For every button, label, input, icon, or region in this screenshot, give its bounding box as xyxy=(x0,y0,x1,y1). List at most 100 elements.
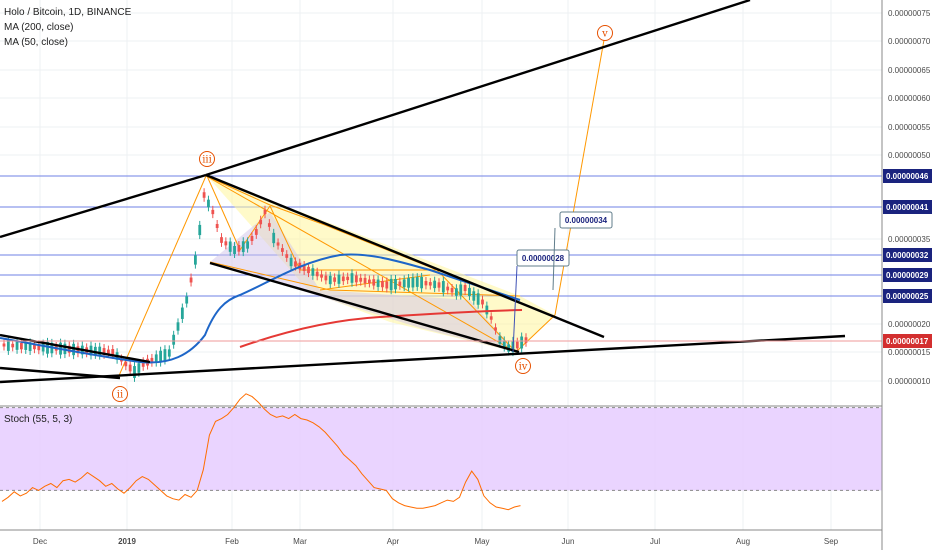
callout-leader-0 xyxy=(552,227,556,291)
candle-body xyxy=(198,224,202,236)
candle-body xyxy=(263,209,267,215)
price-tick-label: 0.00000070 xyxy=(888,37,931,46)
candle-body xyxy=(67,345,71,353)
candle-body xyxy=(359,277,363,282)
wave-marker-ii xyxy=(112,386,128,402)
candle-body xyxy=(472,291,476,301)
candle-body xyxy=(167,349,171,357)
trend-lines xyxy=(0,0,882,384)
price-tag-bg-0 xyxy=(883,169,932,183)
price-axis: 0.00000075 0.00000070 0.00000065 0.00000060… xyxy=(881,0,932,550)
candle-body xyxy=(459,284,463,296)
price-tag-label-2: 0.00000032 xyxy=(886,251,929,260)
price-tag-bg-1 xyxy=(883,200,932,214)
price-tag-label-1: 0.00000041 xyxy=(886,203,929,212)
time-tick-label: Jul xyxy=(650,537,660,546)
candle-body xyxy=(498,336,502,344)
candle-body xyxy=(463,284,467,292)
candle-body xyxy=(320,274,323,278)
candles xyxy=(2,188,528,382)
candle-body xyxy=(476,293,480,305)
ma50-line xyxy=(0,253,521,364)
candle-body xyxy=(202,192,206,198)
candle-body xyxy=(20,342,23,350)
candle-body xyxy=(368,279,371,284)
candle-body xyxy=(289,257,293,267)
wave-marker-v xyxy=(597,25,613,41)
candle-body xyxy=(485,305,489,315)
fib-line-0 xyxy=(117,175,207,379)
candle-body xyxy=(215,223,219,229)
trend-line-4 xyxy=(0,334,846,384)
time-tick-label: Dec xyxy=(33,537,47,546)
candle-body xyxy=(272,232,276,244)
price-callouts: 0.00000034 0.00000028 xyxy=(512,211,613,353)
candle-body xyxy=(489,316,493,320)
candle-body xyxy=(237,245,241,252)
candle-body xyxy=(524,337,528,343)
candle-body xyxy=(259,219,263,225)
candle-body xyxy=(37,344,41,351)
price-tag-label-5: 0.00000017 xyxy=(886,337,929,346)
time-tick-label: Jun xyxy=(562,537,575,546)
candle-body xyxy=(224,241,228,246)
wave-label-v: v xyxy=(601,29,608,40)
candle-body xyxy=(481,299,484,305)
wave-marker-iii xyxy=(199,151,215,167)
fib-line-12 xyxy=(209,261,331,291)
candle-body xyxy=(307,266,310,274)
time-tick-label: Aug xyxy=(736,537,750,546)
callout-label-0: 0.00000034 xyxy=(565,216,608,225)
candle-body xyxy=(98,346,102,356)
price-tick-label: 0.00000010 xyxy=(888,377,931,386)
moving-averages xyxy=(0,253,523,364)
candle-body xyxy=(220,237,223,243)
candle-body xyxy=(276,242,280,246)
candle-body xyxy=(150,357,154,363)
price-tick-label: 0.00000060 xyxy=(888,94,931,103)
candle-body xyxy=(15,341,19,350)
price-tick-label: 0.00000065 xyxy=(888,66,931,75)
time-axis: Dec 2019 Feb Mar Apr May Jun Jul Aug Sep xyxy=(33,537,839,546)
candle-body xyxy=(107,349,110,354)
fib-line-2 xyxy=(205,175,271,206)
price-tag-label-3: 0.00000029 xyxy=(886,271,929,280)
callout-box-1 xyxy=(516,249,570,267)
candle-body xyxy=(424,281,428,286)
candle-body xyxy=(455,288,458,296)
candle-body xyxy=(385,281,389,289)
candle-body xyxy=(241,241,245,253)
candle-body xyxy=(515,341,519,349)
candle-body xyxy=(376,279,380,287)
time-tick-label: Mar xyxy=(293,537,307,546)
candle-body xyxy=(502,340,506,348)
candle-body xyxy=(93,346,97,355)
candle-body xyxy=(354,275,358,283)
candle-body xyxy=(346,276,350,281)
wave-marker-iv xyxy=(515,358,531,374)
price-tick-label: 0.00000075 xyxy=(888,9,931,18)
candle-body xyxy=(415,277,419,287)
candle-body xyxy=(228,241,232,252)
price-tag-bg-3 xyxy=(883,268,932,282)
candle-body xyxy=(250,235,254,242)
trend-line-6 xyxy=(0,366,121,380)
candle-body xyxy=(41,343,45,352)
candle-body xyxy=(211,209,215,215)
candle-body xyxy=(446,286,450,291)
price-tick-label: 0.00000055 xyxy=(888,123,931,132)
price-tick-label: 0.00000035 xyxy=(888,235,931,244)
candle-body xyxy=(28,342,32,351)
candle-body xyxy=(189,277,193,283)
candle-body xyxy=(328,275,332,285)
wave-label-iv: iv xyxy=(519,362,528,373)
candle-body xyxy=(350,273,354,283)
candle-body xyxy=(341,276,345,282)
price-tag-label-4: 0.00000025 xyxy=(886,292,929,301)
candle-body xyxy=(207,199,210,208)
candle-body xyxy=(302,265,306,271)
ma200-line xyxy=(239,309,523,348)
price-tag-bg-4 xyxy=(883,289,932,303)
